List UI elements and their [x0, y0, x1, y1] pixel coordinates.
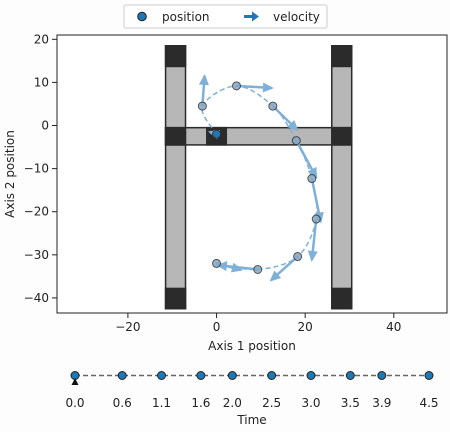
position-point — [212, 129, 222, 139]
h-joint-1 — [331, 126, 353, 146]
position-point — [291, 136, 301, 146]
h-bottom-cap-1 — [331, 287, 353, 310]
h-crossbar — [164, 126, 353, 146]
velocity-arrow — [198, 73, 209, 107]
timeline-tick-label: 1.6 — [191, 396, 210, 410]
timeline-ticks: 0.0 0.6 1.1 1.6 2.0 2.5 3.0 3.5 3.9 4.5 — [65, 396, 438, 410]
y-axis-ticks: 20 10 0 −10 −20 −30 −40 — [24, 32, 57, 305]
velocity-arrow — [307, 218, 318, 262]
x-tick-label: 40 — [386, 320, 401, 334]
velocity-arrow — [271, 105, 299, 132]
h-left-column — [164, 45, 187, 310]
position-point — [307, 174, 317, 184]
timeline-tick-label: 3.5 — [341, 396, 360, 410]
x-axis-ticks: −20 0 20 40 — [115, 313, 401, 334]
legend: position velocity — [123, 4, 328, 29]
timeline-point — [377, 371, 387, 380]
legend-position-label: position — [162, 10, 210, 24]
y-tick-label: −10 — [24, 162, 49, 176]
legend-position-marker — [137, 11, 147, 22]
y-axis-label: Axis 2 position — [3, 130, 17, 218]
y-tick-label: −30 — [24, 248, 49, 262]
timeline-tick-label: 0.6 — [113, 396, 132, 410]
plot-area — [56, 34, 448, 314]
timeline-tick-label: 4.5 — [419, 396, 438, 410]
time-cursor-icon — [71, 378, 79, 385]
position-point — [197, 101, 207, 111]
timeline-point — [227, 371, 237, 380]
velocity-arrow — [269, 255, 299, 282]
timeline-points — [70, 371, 434, 380]
h-joint-0 — [164, 126, 187, 146]
h-top-cap-1 — [331, 45, 353, 68]
timeline-label: Time — [236, 413, 266, 427]
timeline-tick-label: 3.0 — [301, 396, 320, 410]
timeline-point — [424, 371, 434, 380]
timeline-tick-label: 1.1 — [152, 396, 171, 410]
velocity-arrow — [236, 82, 274, 93]
timeline-point — [267, 371, 277, 380]
timeline-point — [117, 371, 127, 380]
timeline-tick-label: 3.9 — [372, 396, 391, 410]
y-tick-label: 10 — [34, 75, 49, 89]
position-point — [212, 258, 222, 268]
position-point — [311, 214, 321, 224]
position-point — [268, 101, 278, 111]
y-tick-label: −40 — [24, 291, 49, 305]
main-plot: −20 0 20 40 20 10 0 −10 −20 −30 −40 Axis 1 positi… — [3, 32, 448, 353]
h-bottom-cap-0 — [164, 287, 187, 310]
timeline-point — [345, 371, 355, 380]
timeline-tick-label: 2.5 — [262, 396, 281, 410]
x-tick-label: 0 — [213, 320, 221, 334]
position-point — [253, 264, 263, 274]
time-axis: 0.0 0.6 1.1 1.6 2.0 2.5 3.0 3.5 3.9 4.5 Time — [65, 371, 439, 427]
x-tick-label: −20 — [115, 320, 140, 334]
x-axis-label: Axis 1 position — [208, 339, 296, 353]
y-tick-label: 0 — [41, 119, 49, 133]
y-tick-label: 20 — [34, 32, 49, 46]
h-shape-background — [164, 45, 353, 310]
timeline-point — [306, 371, 316, 380]
position-point — [231, 81, 241, 91]
timeline-point — [157, 371, 167, 380]
position-point — [293, 252, 303, 262]
h-top-cap-0 — [164, 45, 187, 68]
legend-velocity-label: velocity — [273, 10, 320, 24]
timeline-tick-label: 0.0 — [65, 396, 84, 410]
legend-velocity-arrow — [244, 11, 259, 22]
h-right-column — [331, 45, 353, 310]
y-tick-label: −20 — [24, 205, 49, 219]
x-tick-label: 20 — [298, 320, 313, 334]
position-points — [197, 81, 321, 274]
timeline-point — [196, 371, 206, 380]
timeline-tick-label: 2.0 — [223, 396, 242, 410]
